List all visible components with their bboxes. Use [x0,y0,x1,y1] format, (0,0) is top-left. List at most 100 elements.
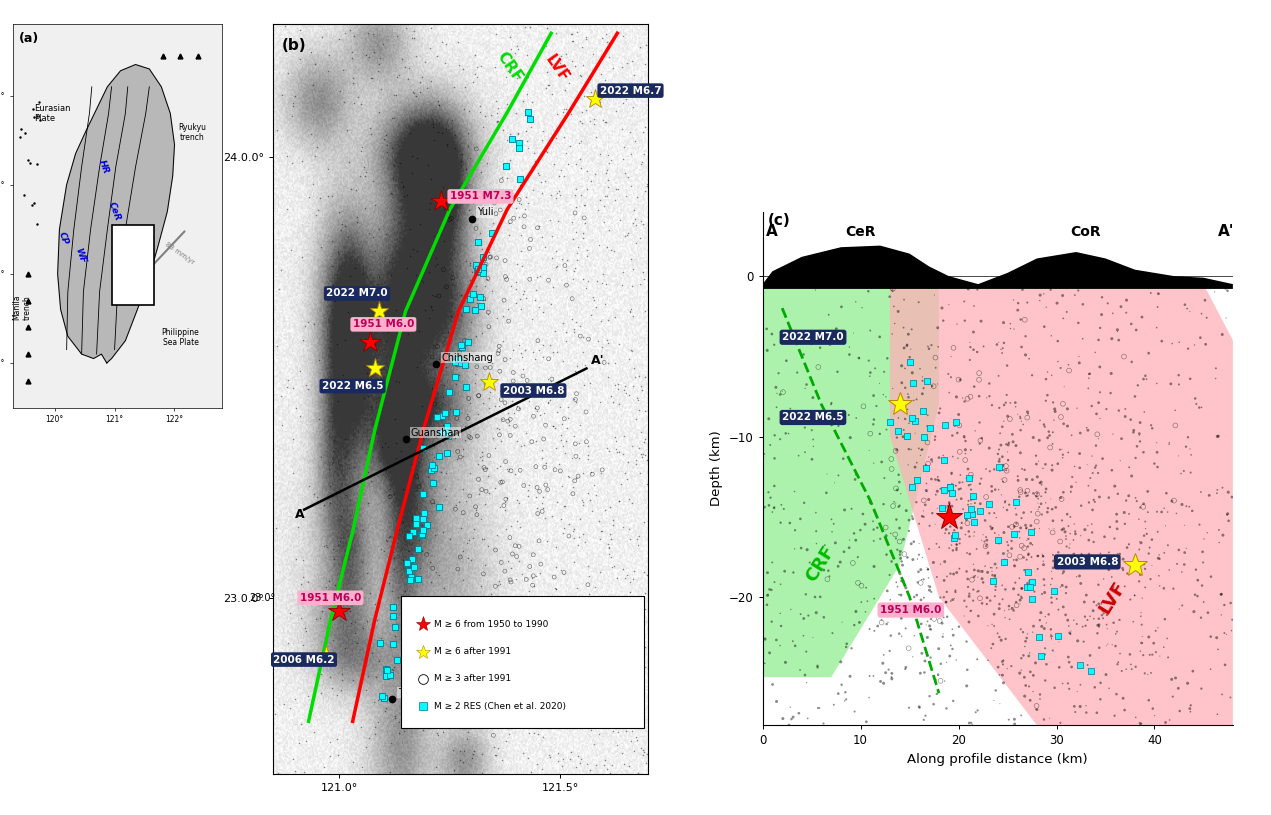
Point [458,552,478,565]
Point [463,531,483,544]
Point [407,360,427,373]
Point [362,646,383,659]
Point [803,440,824,453]
Point [527,402,548,415]
Point [1080,664,1101,677]
Point [980,465,1000,478]
Point [404,710,425,723]
Point [1115,579,1135,593]
Point [1108,655,1129,668]
Point [906,599,927,612]
Point [1078,614,1098,627]
Point [904,629,924,642]
Point [946,544,966,557]
Point [571,69,591,82]
Point [963,570,984,584]
Point [320,736,341,749]
Point [994,556,1014,569]
Point [759,412,779,425]
Point [423,462,444,475]
Point [1186,398,1206,411]
Point [574,359,595,372]
Point [517,49,538,62]
Point [993,459,1013,472]
Point [849,351,869,364]
Point [337,231,357,244]
Point [919,689,939,703]
Point [299,191,319,204]
Point [1035,586,1055,599]
Point [604,559,624,572]
Point [510,676,530,689]
Point [1148,287,1168,300]
Point [947,538,967,551]
Point [554,521,574,534]
Point [910,362,930,375]
Text: CRF: CRF [802,542,838,585]
Point [986,460,1007,474]
Point [550,513,571,526]
Point [921,453,942,466]
Point [1116,293,1136,306]
Point [798,609,819,622]
Point [965,491,985,504]
Point [369,292,389,305]
Point [1042,438,1063,451]
Point [1031,478,1051,491]
Point [825,536,845,549]
Point [411,544,431,557]
Point [586,130,606,143]
Point [1113,692,1134,705]
Point [934,555,955,568]
Point [1171,467,1191,480]
Point [899,390,919,403]
Point [474,260,494,273]
Point [594,216,614,229]
Point [319,462,339,475]
Point [366,278,386,291]
Point [511,303,531,316]
Point [1206,631,1227,644]
Point [918,615,938,628]
Point [1162,495,1182,508]
Point [602,560,623,573]
Point [1049,661,1069,674]
Point [1098,546,1118,559]
Point [577,183,597,196]
Point [1051,411,1071,424]
Point [1176,542,1196,555]
Point [412,664,432,677]
Point [544,157,564,170]
Point [937,585,957,598]
Point [581,465,601,478]
Point [403,707,423,720]
Point [506,573,526,586]
Point [1107,325,1127,338]
Point [880,416,900,429]
Point [1084,493,1104,506]
Point [412,545,432,558]
Point [636,371,656,384]
Point [285,90,305,103]
Point [1132,592,1153,605]
Point [1089,385,1110,399]
Point [914,666,934,679]
Point [610,691,630,704]
Point [988,534,1008,547]
Point [438,201,459,214]
Point [267,340,287,353]
Point [965,425,985,438]
Point [989,602,1009,615]
Point [1050,362,1070,375]
Point [1155,519,1176,532]
Point [329,206,350,219]
Point [591,341,611,354]
Point [1041,632,1061,645]
Point [563,523,583,536]
Point [446,601,466,614]
Point [591,68,611,81]
Point [939,298,960,311]
Point [365,198,385,211]
Point [487,422,507,435]
Point [619,759,639,772]
